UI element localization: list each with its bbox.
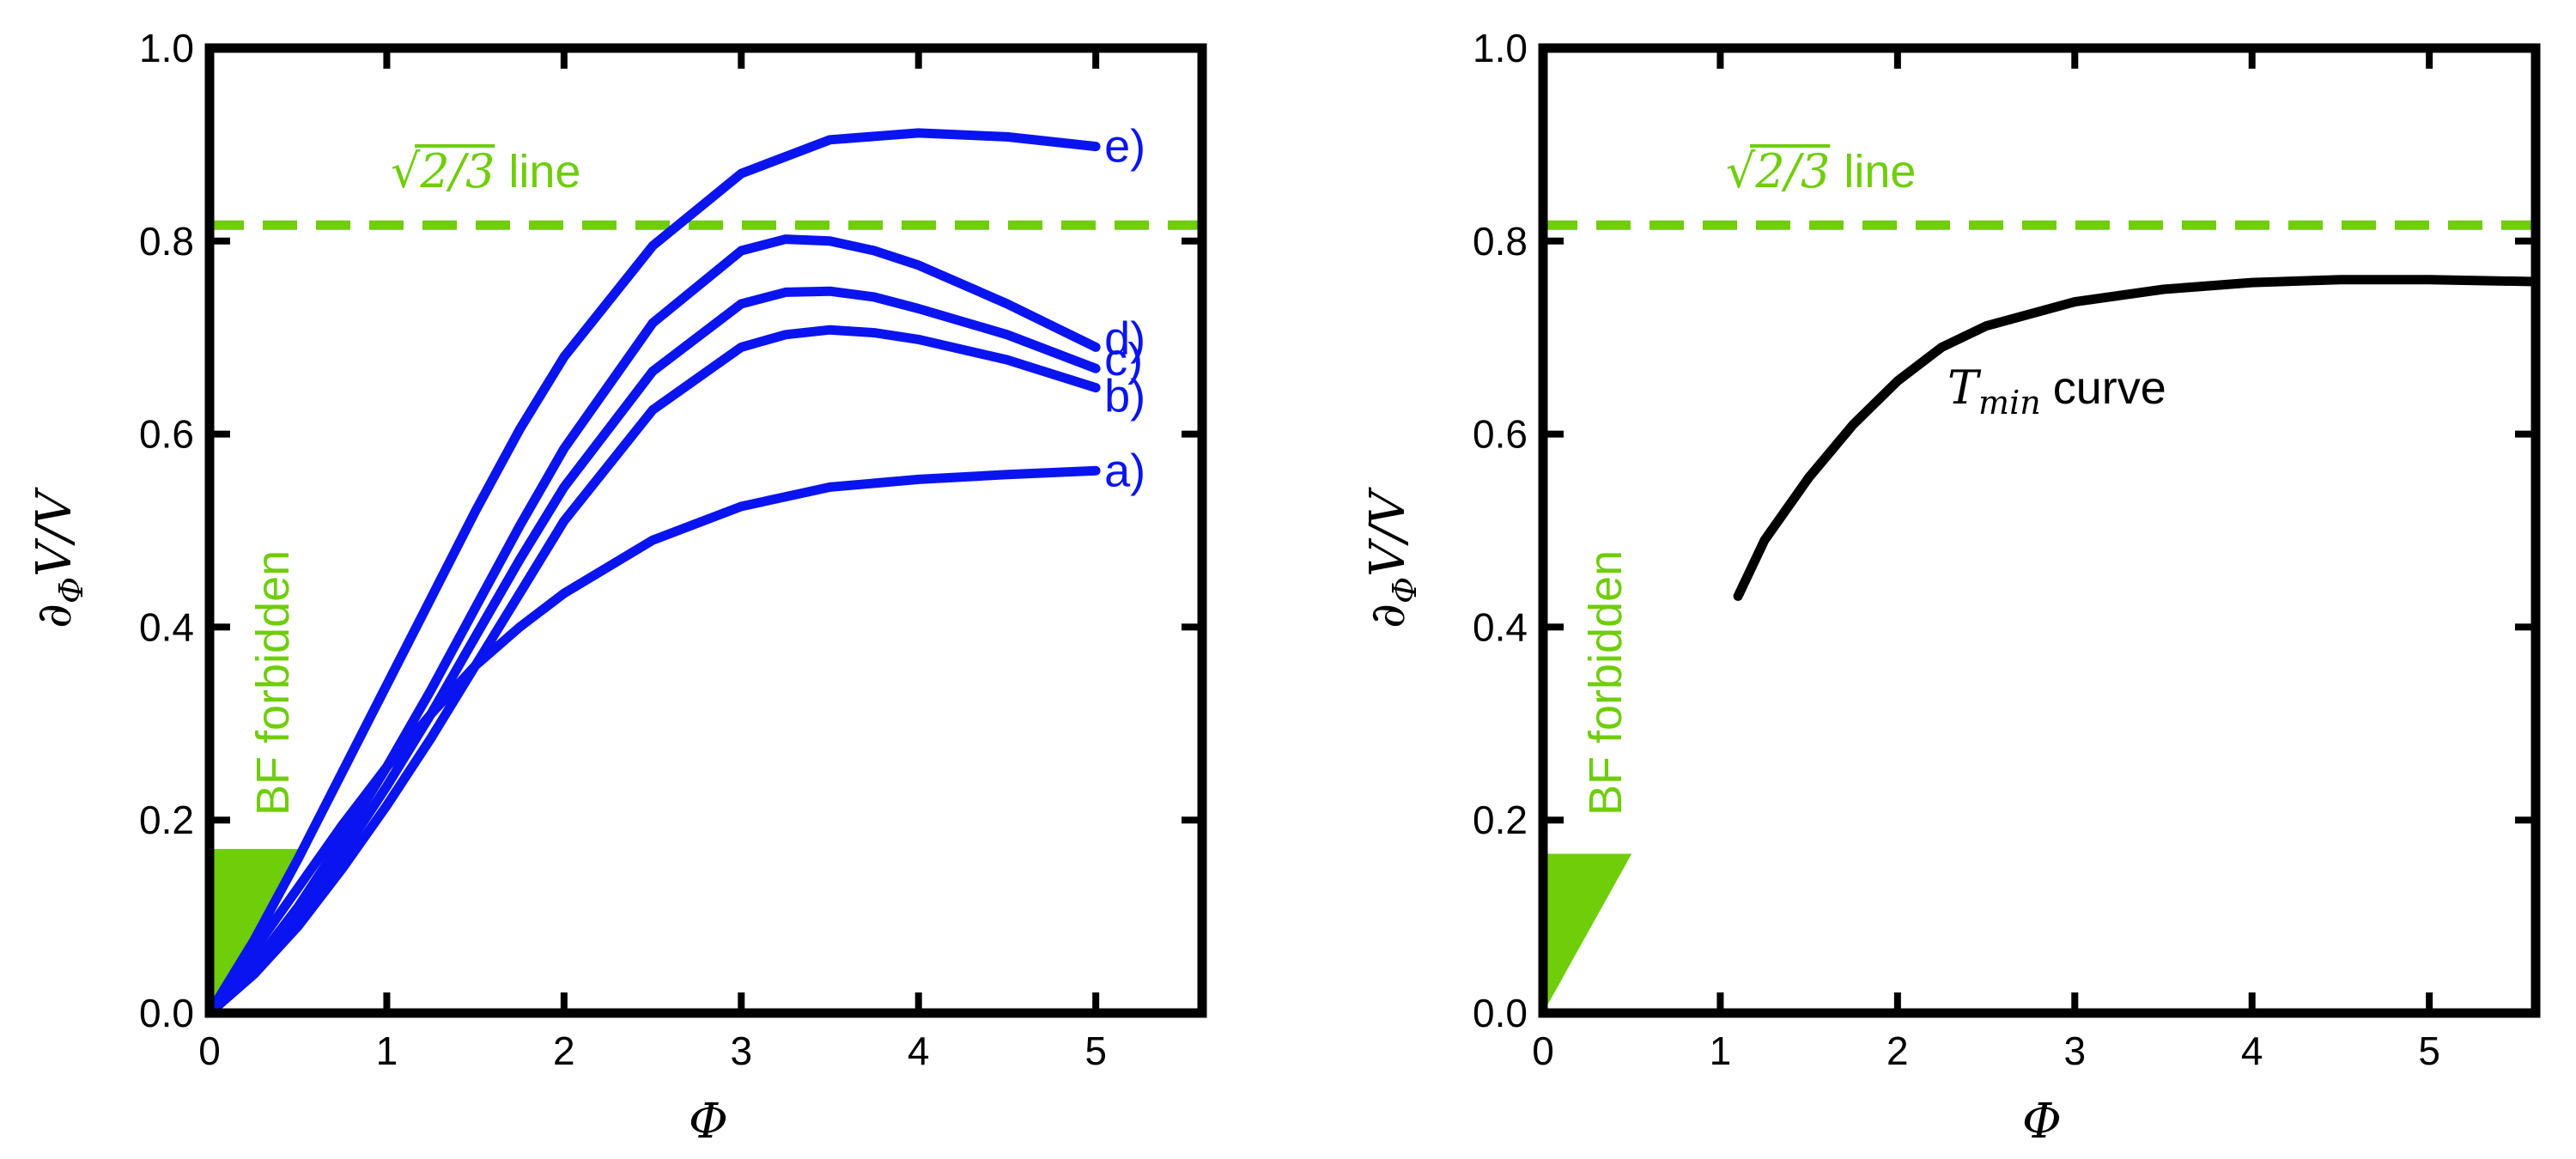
x-axis-label-left: Φ <box>689 1094 728 1150</box>
x-axis-label-right: Φ <box>2022 1094 2062 1150</box>
x-tick-label-left-0: 0 <box>198 1029 221 1073</box>
forbidden-region-right <box>1543 853 1632 1013</box>
x-tick-label-right-4: 4 <box>2241 1029 2263 1073</box>
x-tick-label-right-5: 5 <box>2418 1029 2440 1073</box>
series-line-left-4 <box>204 128 1101 1018</box>
series-line-left-1 <box>204 325 1101 1018</box>
reference-line-label-right: √2/3 line <box>1726 144 1916 198</box>
series-line-left-2 <box>204 286 1101 1018</box>
reference-line-label-left: √2/3 line <box>391 144 580 198</box>
right-panel: ∂ΦV/V Φ √2/3 line BF forbidden Tmin curve … <box>1360 26 2541 1150</box>
y-axis-label-left: ∂ΦV/V <box>27 487 90 628</box>
y-tick-label-left-1: 0.2 <box>139 798 194 842</box>
y-tick-label-left-2: 0.4 <box>139 604 194 649</box>
tmin-curve-label: Tmin curve <box>1947 361 2166 422</box>
x-tick-label-right-0: 0 <box>1532 1029 1554 1073</box>
y-tick-label-left-0: 0.0 <box>139 991 194 1035</box>
y-tick-label-right-5: 1.0 <box>1473 26 1528 70</box>
y-tick-label-left-4: 0.8 <box>139 219 194 264</box>
y-axis-label-right: ∂ΦV/V <box>1360 487 1424 628</box>
y-tick-label-left-5: 1.0 <box>139 26 194 70</box>
series-label-left-1: b) <box>1104 371 1145 422</box>
left-panel: ∂ΦV/V Φ √2/3 line BF forbidden a) b)c)d) e)… <box>27 26 1207 1150</box>
series-line-left-0 <box>204 465 1101 1018</box>
x-tick-label-left-2: 2 <box>553 1029 575 1073</box>
axes-frame-left <box>204 43 1207 1018</box>
series-line-left-3 <box>204 234 1101 1018</box>
series-label-left-0: a) <box>1104 445 1145 496</box>
y-tick-label-right-4: 0.8 <box>1473 219 1528 264</box>
forbidden-region-label-left: BF forbidden <box>247 550 299 816</box>
axes-frame-right <box>1538 43 2541 1018</box>
y-tick-label-right-1: 0.2 <box>1473 798 1528 842</box>
y-tick-label-right-3: 0.6 <box>1473 412 1528 457</box>
y-tick-label-left-3: 0.6 <box>139 412 194 457</box>
x-tick-label-left-4: 4 <box>908 1029 930 1073</box>
x-tick-label-right-1: 1 <box>1710 1029 1732 1073</box>
x-tick-label-left-3: 3 <box>730 1029 752 1073</box>
forbidden-region-label-right: BF forbidden <box>1580 550 1631 816</box>
y-tick-label-right-2: 0.4 <box>1473 604 1528 649</box>
x-tick-label-right-2: 2 <box>1886 1029 1909 1073</box>
series-label-left-4: e) <box>1104 121 1145 173</box>
y-tick-label-right-0: 0.0 <box>1473 991 1528 1035</box>
series-line-right-0 <box>1733 275 2541 601</box>
x-tick-label-left-5: 5 <box>1084 1029 1107 1073</box>
x-tick-label-left-1: 1 <box>376 1029 398 1073</box>
series-label-left-3: d) <box>1104 313 1145 364</box>
series-label-left-2: c) <box>1104 334 1143 385</box>
x-tick-label-right-3: 3 <box>2063 1029 2086 1073</box>
